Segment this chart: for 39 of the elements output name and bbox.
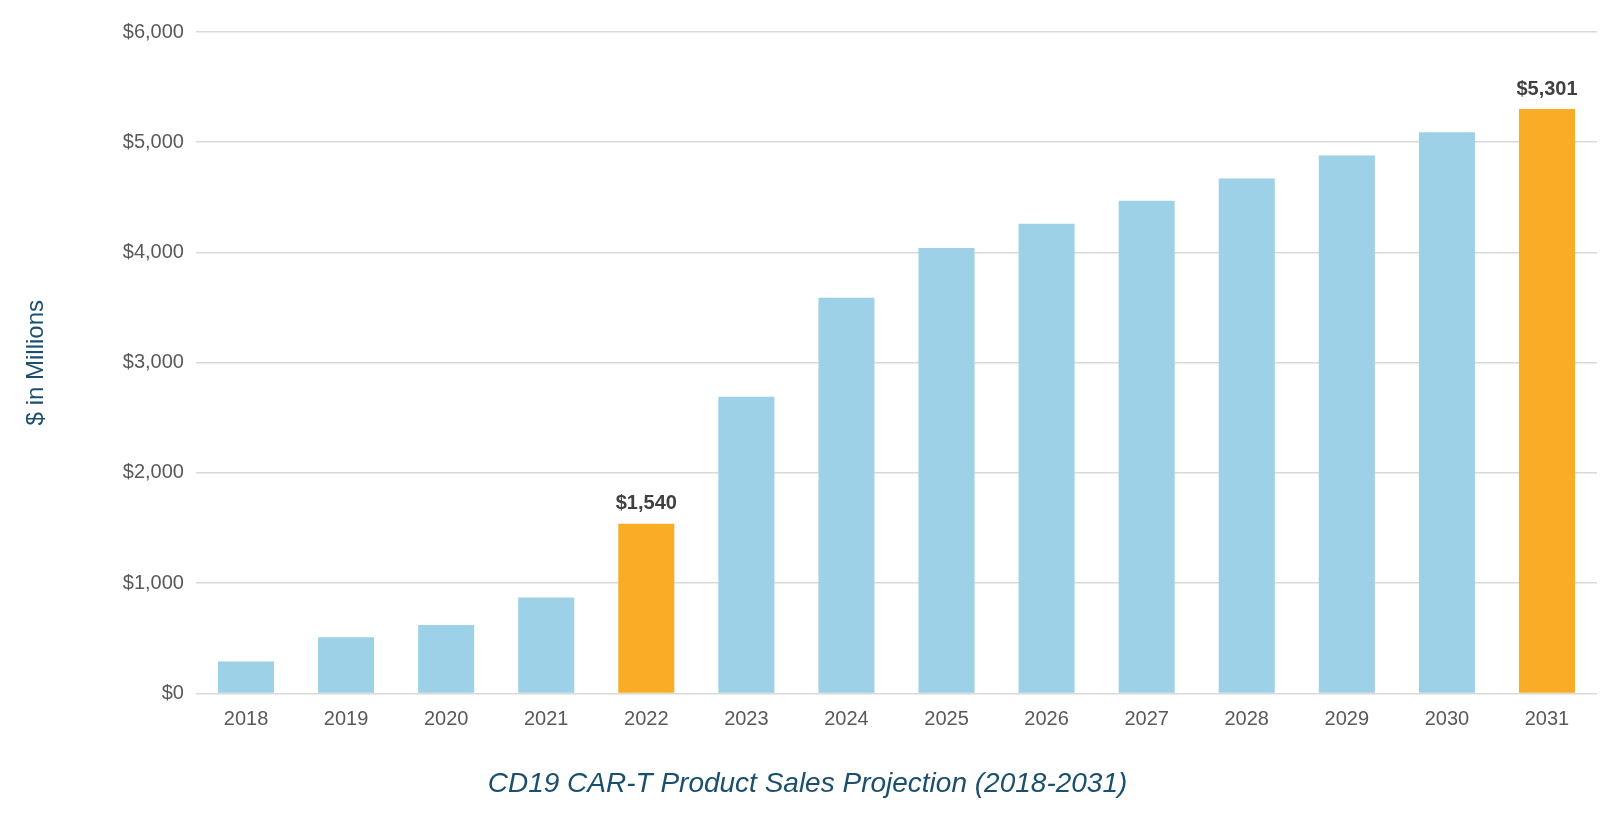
bar [1218,178,1275,693]
data-label: $1,540 [615,491,677,514]
bar [1018,223,1075,693]
x-tick-label: 2029 [1324,706,1370,729]
x-tick-label: 2022 [624,706,669,729]
x-tick-label: 2030 [1424,706,1470,729]
data-label: $5,301 [1516,76,1578,99]
bar [918,248,975,693]
bar [818,297,875,693]
x-tick-label: 2027 [1124,706,1169,729]
x-tick-label: 2019 [323,706,369,729]
x-tick-label: 2025 [924,706,969,729]
y-tick-label: $0 [161,680,184,703]
bar [217,661,275,693]
y-tick-label: $6,000 [122,19,184,42]
y-tick-label: $3,000 [122,350,184,373]
bar [1118,200,1175,693]
x-tick-label: 2028 [1224,706,1269,729]
y-tick-label: $5,000 [122,129,184,152]
bar [1518,109,1575,693]
bar [418,625,475,693]
text: CD19 CAR-T Product Sales Projection (2018-2031) [487,767,1128,798]
x-tick-label: 2026 [1024,706,1069,729]
y-tick-label: $4,000 [122,239,184,262]
y-axis-title: $ in Millions [21,300,49,426]
bar [1418,132,1475,693]
x-tick-label: 2031 [1524,706,1570,729]
x-tick-label: 2024 [824,706,869,729]
x-tick-label: 2021 [523,706,569,729]
y-tick-label: $1,000 [122,570,184,593]
x-tick-label: 2018 [223,706,269,729]
y-tick-label: $2,000 [122,460,184,483]
bar [318,637,375,693]
bar [1318,155,1375,693]
x-tick-label: 2020 [423,706,469,729]
bar [618,523,675,693]
bar [718,396,775,693]
x-tick-label: 2023 [724,706,769,729]
bar [518,597,575,693]
